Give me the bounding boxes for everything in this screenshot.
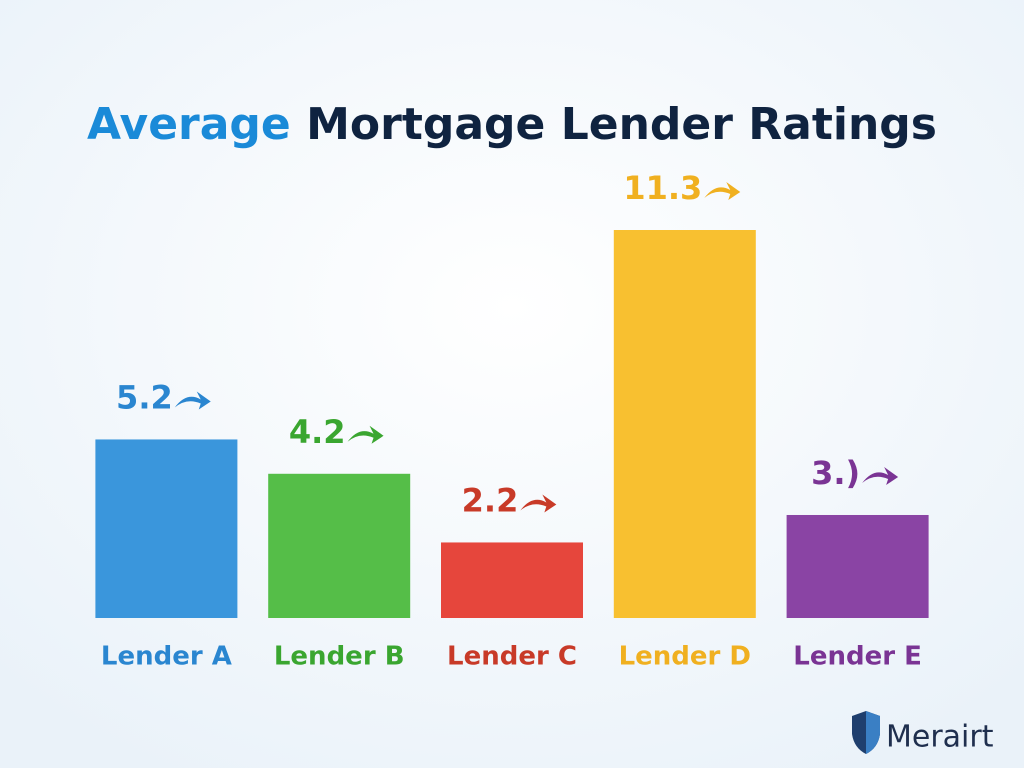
value-label: 5.2: [116, 378, 173, 416]
x-tick-label: Lender D: [619, 642, 751, 672]
trend-arrow: [347, 425, 384, 444]
value-label: 4.2: [289, 413, 346, 451]
trend-arrow: [862, 466, 899, 485]
trend-arrow: [174, 391, 211, 410]
x-tick-label: Lender C: [447, 642, 577, 672]
bar: [441, 542, 583, 618]
brand-name: Merairt: [886, 720, 994, 755]
brand-logo-half: [866, 711, 880, 754]
bar: [268, 473, 411, 618]
value-label: 2.2: [462, 481, 519, 519]
x-tick-label: Lender A: [101, 642, 232, 672]
chart-title: Average Mortgage Lender Ratings: [87, 99, 937, 150]
x-tick-label: Lender E: [793, 642, 922, 672]
bar: [786, 514, 929, 618]
bar: [613, 230, 756, 618]
x-tick-label: Lender B: [274, 642, 405, 672]
value-label: 11.3: [623, 169, 702, 207]
value-label: 3.): [811, 454, 860, 492]
bar: [95, 439, 238, 618]
trend-arrow: [520, 494, 557, 513]
trend-arrow: [704, 182, 741, 200]
